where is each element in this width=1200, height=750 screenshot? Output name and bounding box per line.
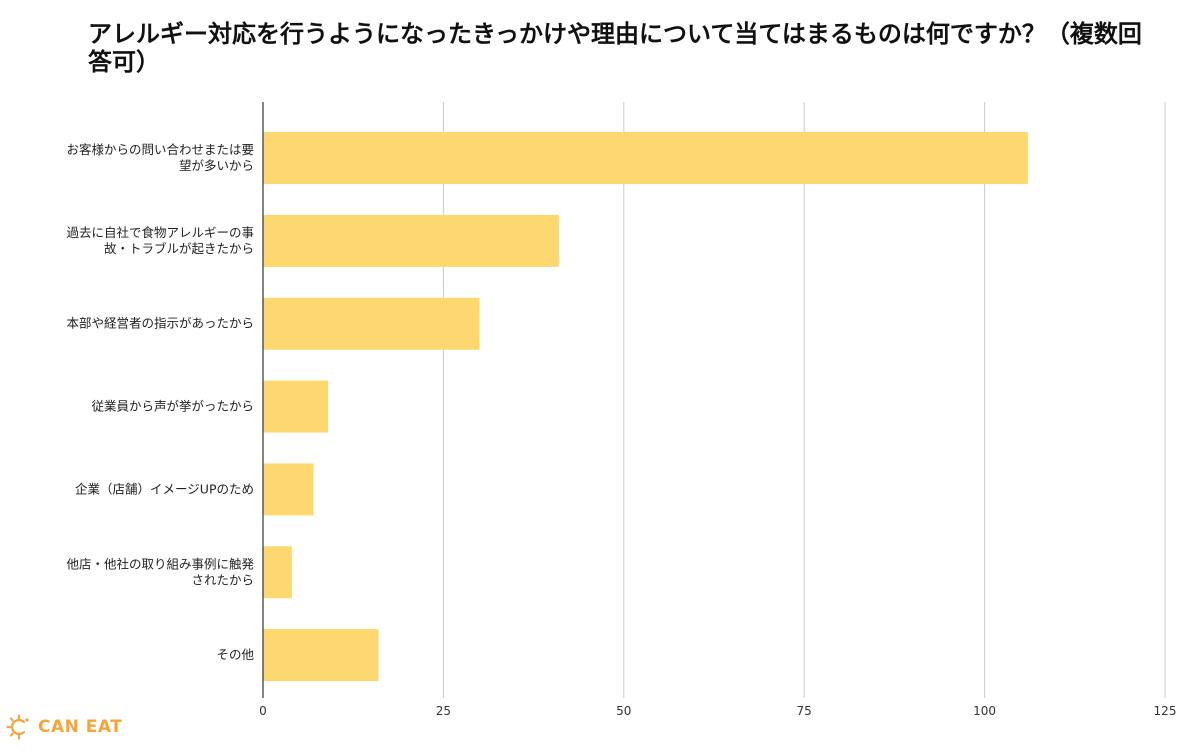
bars (263, 132, 1028, 682)
category-labels: お客様からの問い合わせまたは要望が多いから過去に自社で食物アレルギーの事故・トラ… (66, 142, 254, 662)
x-tick-label: 0 (259, 704, 267, 718)
bar (263, 214, 559, 267)
category-label-line: 過去に自社で食物アレルギーの事 (66, 225, 254, 240)
category-label-line: 本部や経営者の指示があったから (66, 316, 254, 331)
category-label: お客様からの問い合わせまたは要望が多いから (66, 142, 254, 173)
category-label: 本部や経営者の指示があったから (66, 316, 254, 331)
category-label-line: その他 (216, 647, 254, 662)
bar (263, 380, 328, 433)
bar (263, 132, 1028, 184)
category-label-line: されたから (191, 572, 254, 587)
category-label-line: 故・トラブルが起きたから (104, 241, 254, 256)
category-label: その他 (216, 647, 254, 662)
can-eat-logo-icon (6, 714, 29, 740)
category-label: 他店・他社の取り組み事例に触発されたから (66, 556, 254, 587)
category-label-line: 従業員から声が挙がったから (91, 399, 254, 414)
category-label-line: 他店・他社の取り組み事例に触発 (66, 556, 254, 571)
x-tick-label: 100 (973, 704, 996, 718)
category-label: 企業（店舗）イメージUPのため (75, 481, 254, 496)
x-tick-label: 75 (797, 704, 812, 718)
bar (263, 629, 379, 682)
bar (263, 297, 480, 350)
category-label: 従業員から声が挙がったから (91, 399, 254, 414)
logo-text: CAN EAT (38, 717, 123, 737)
chart-title: アレルギー対応を行うようになったきっかけや理由について当てはまるものは何ですか？… (88, 20, 1142, 76)
category-label-line: お客様からの問い合わせまたは要 (66, 142, 254, 157)
x-tick-label: 50 (616, 704, 631, 718)
category-label-line: 企業（店舗）イメージUPのため (75, 481, 254, 496)
brand-logo: CAN EAT (6, 714, 122, 740)
tick-labels: 0 25 50 75 100 125 (259, 704, 1176, 718)
x-tick-label: 25 (436, 704, 451, 718)
bar (263, 463, 314, 516)
grid-lines (442, 102, 1166, 698)
bar (263, 546, 292, 599)
category-label-line: 望が多いから (179, 158, 254, 173)
x-tick-label: 125 (1154, 704, 1177, 718)
category-label: 過去に自社で食物アレルギーの事故・トラブルが起きたから (66, 225, 254, 256)
